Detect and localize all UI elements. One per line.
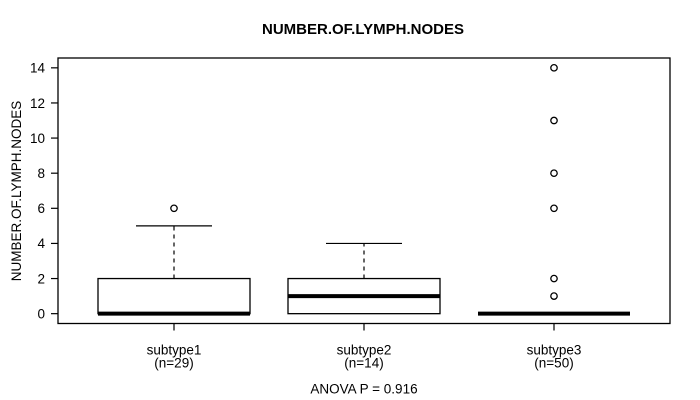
y-tick-label: 4 <box>37 236 45 251</box>
y-tick-label: 0 <box>37 306 45 321</box>
plot-area: 0 2 4 6 8 10 12 14 subtype1(n=29) subtype2(n=14) s… <box>30 57 671 371</box>
anova-annotation: ANOVA P = 0.916 <box>310 382 417 397</box>
group-label-count: (n=14) <box>344 356 383 371</box>
chart-title: NUMBER.OF.LYMPH.NODES <box>262 21 464 38</box>
y-tick-label: 8 <box>37 166 45 181</box>
y-tick-label: 12 <box>30 96 45 111</box>
outlier-point <box>550 116 558 125</box>
group-label-count: (n=29) <box>154 356 193 371</box>
outlier-point <box>550 274 558 283</box>
group-label-count: (n=50) <box>534 356 573 371</box>
outlier-point <box>170 204 178 213</box>
box-iqr <box>97 277 251 315</box>
y-tick-label: 14 <box>30 61 46 76</box>
outlier-point <box>550 63 558 72</box>
outlier-point <box>550 204 558 213</box>
group-label-name: subtype2 <box>337 343 392 358</box>
y-axis-label: NUMBER.OF.LYMPH.NODES <box>9 101 24 282</box>
y-tick-label: 6 <box>37 201 45 216</box>
group-label-name: subtype1 <box>147 343 202 358</box>
outlier-point <box>550 292 558 300</box>
y-tick-label: 10 <box>30 131 45 146</box>
group-label-name: subtype3 <box>527 343 582 358</box>
y-tick-label: 2 <box>37 271 45 286</box>
outlier-point <box>550 169 558 178</box>
